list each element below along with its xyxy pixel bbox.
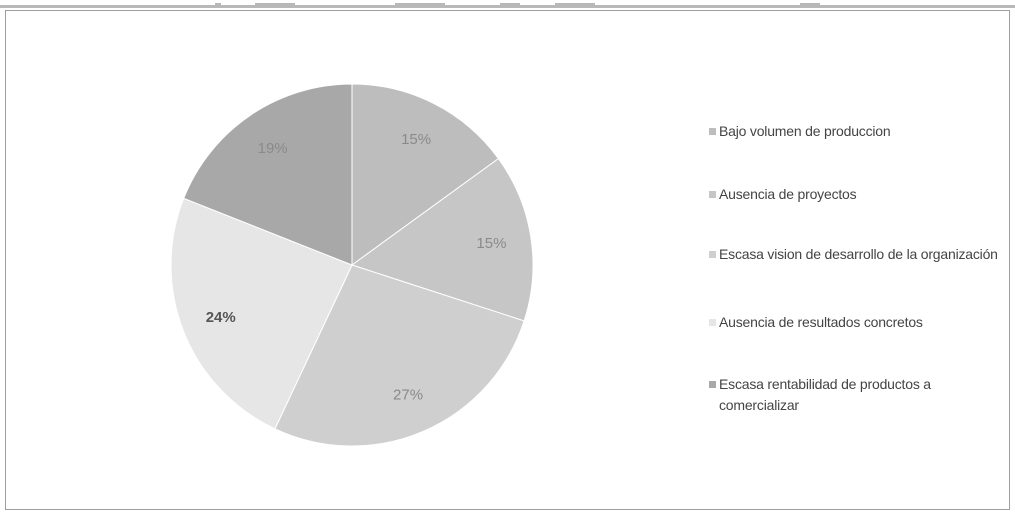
legend-item-1: Bajo volumen de produccion	[709, 121, 1009, 142]
pie-data-label-2: 15%	[476, 235, 506, 252]
legend-item-2: Ausencia de proyectos	[709, 184, 1009, 205]
legend-swatch-1	[709, 128, 716, 135]
pie-data-label-5: 19%	[258, 140, 288, 157]
legend-label-1: Bajo volumen de produccion	[719, 123, 891, 139]
legend-swatch-3	[709, 251, 716, 258]
legend-label-3: Escasa vision de desarrollo de la organi…	[719, 246, 998, 262]
pie-data-label-1: 15%	[401, 131, 431, 148]
pie-slice-3	[274, 264, 525, 447]
top-edge-marks	[0, 0, 1015, 8]
pie-data-label-4: 24%	[206, 309, 236, 326]
legend-item-3: Escasa vision de desarrollo de la organi…	[709, 244, 1009, 265]
legend-label-2: Ausencia de proyectos	[719, 186, 857, 202]
pie-data-label-3: 27%	[393, 387, 423, 404]
legend-swatch-2	[709, 191, 716, 198]
legend-item-5: Escasa rentabilidad de productos a comer…	[709, 374, 1009, 416]
top-rule	[0, 5, 1015, 8]
pie-slice-1	[351, 83, 500, 266]
legend-label-4: Ausencia de resultados concretos	[719, 314, 923, 330]
legend-swatch-4	[709, 319, 716, 326]
pie-slice-5	[183, 83, 353, 266]
legend-item-4: Ausencia de resultados concretos	[709, 312, 1009, 333]
chart-frame: 15% 15% 27% 24% 19% Bajo volumen de producci…	[5, 10, 1010, 510]
pie-slice-4	[170, 197, 353, 430]
pie-chart: 15% 15% 27% 24% 19%	[170, 83, 534, 447]
legend-swatch-5	[709, 381, 716, 388]
pie-slice-2	[350, 157, 534, 322]
legend-label-5: Escasa rentabilidad de productos a comer…	[719, 376, 931, 413]
